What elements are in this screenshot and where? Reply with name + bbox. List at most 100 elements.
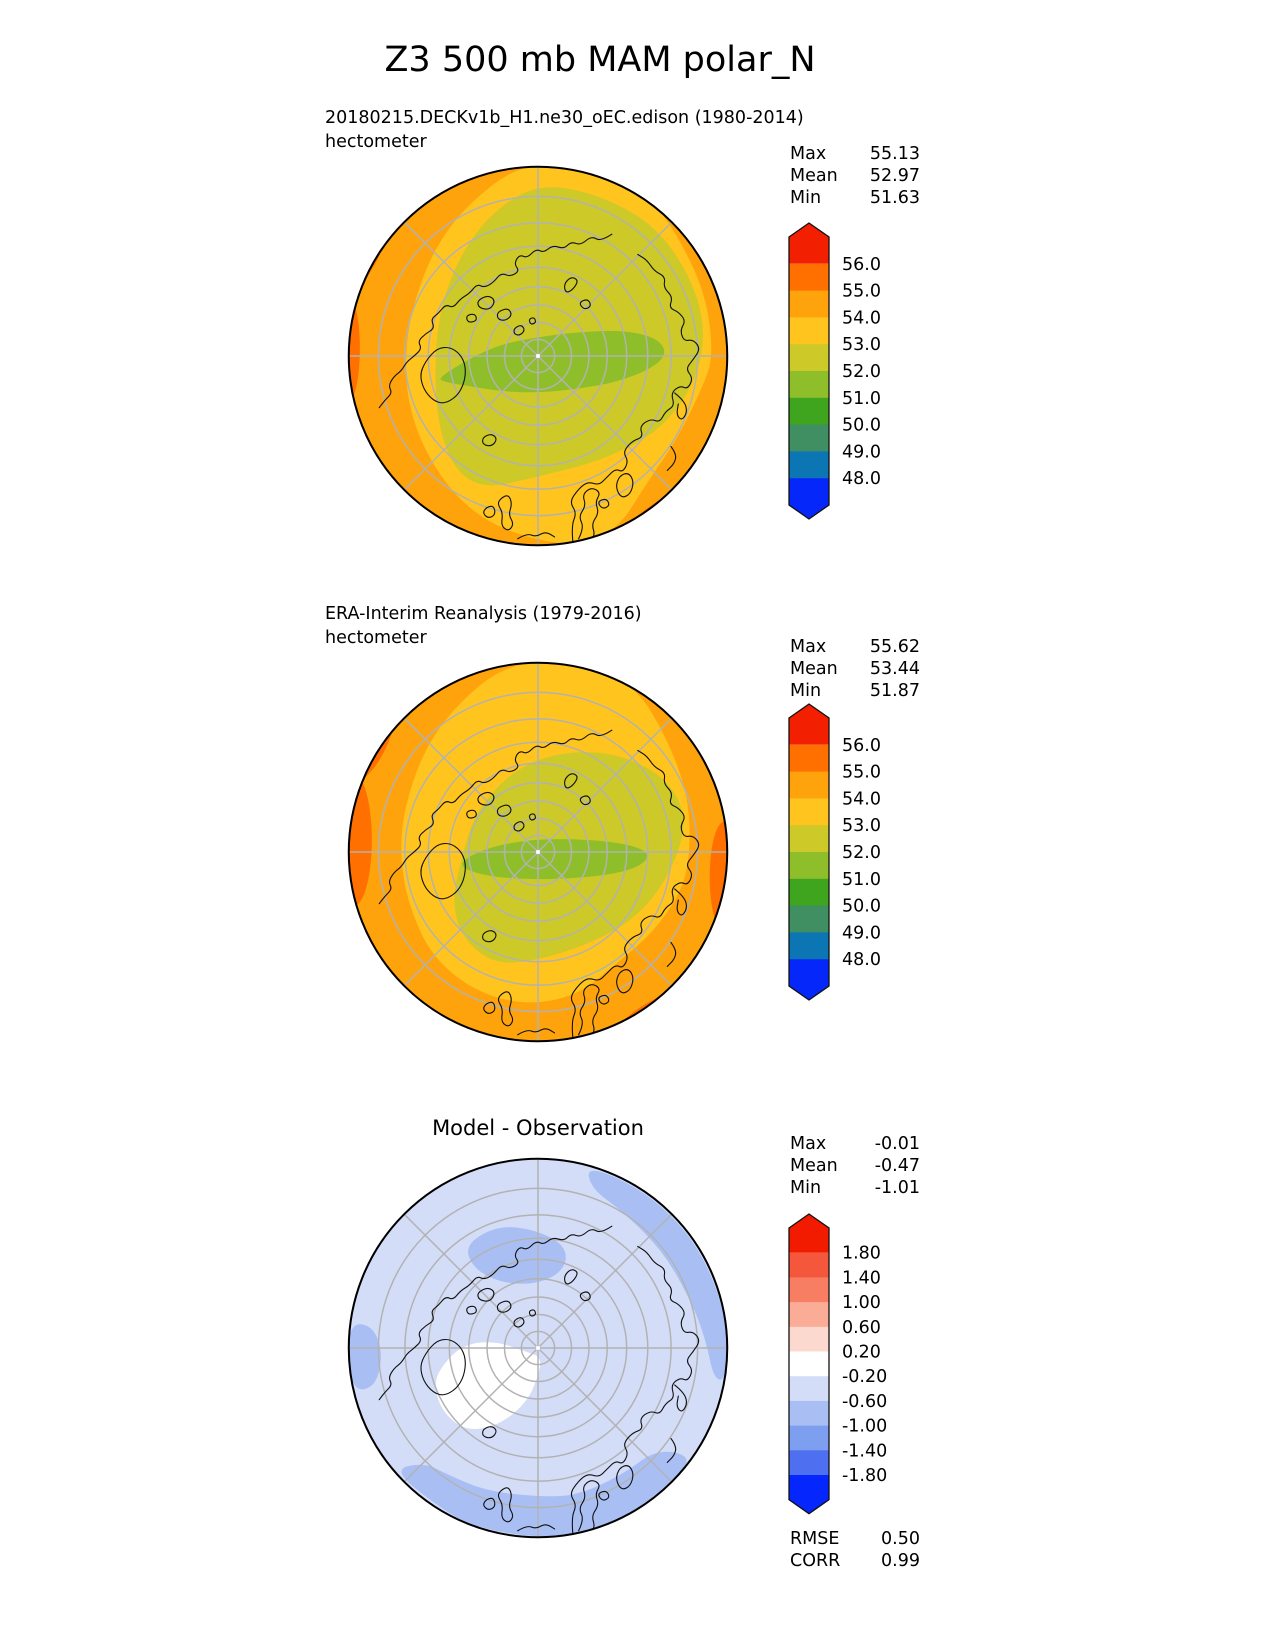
colorbar-tick-label: 51.0: [842, 389, 881, 409]
map-boundary: [347, 1157, 729, 1539]
diff-blue-band-south: [401, 1451, 687, 1537]
colorbar-tick-label: 50.0: [842, 897, 881, 917]
stat-row-max: Max 55.62: [790, 637, 920, 659]
colorbar-tick-label: 54.0: [842, 789, 881, 809]
colorbar-tick-label: 55.0: [842, 282, 881, 302]
stat-row-max: Max 55.13: [790, 144, 920, 166]
colorbar-tick-label: 0.20: [842, 1342, 881, 1362]
colorbar-model: 56.0 55.0 54.0 53.0 52.0 51.0 50.0 49.0 48.0: [788, 222, 881, 520]
stat-value: -0.01: [874, 1134, 920, 1154]
contour-deep-orange-east: [709, 821, 728, 933]
diff-title: Model - Observation: [432, 1116, 644, 1140]
colorbar-tick-label: 55.0: [842, 763, 881, 783]
colorbar-outline: [788, 222, 830, 520]
stat-value: 51.63: [869, 187, 920, 208]
colorbar-bottom-arrow: [789, 478, 829, 519]
stat-label: Mean: [790, 658, 838, 679]
stat-label: CORR: [790, 1550, 841, 1571]
colorbar-tick-label: 50.0: [842, 416, 881, 436]
colorbar-segment: [789, 317, 829, 345]
units-label: hectometer: [325, 628, 427, 648]
contour-deep-orange-west: [348, 773, 372, 907]
stat-label: Min: [790, 1177, 822, 1198]
obs-title: ERA-Interim Reanalysis (1979-2016): [325, 604, 642, 624]
stat-row-max: Max -0.01: [790, 1134, 920, 1156]
stat-row-mean: Mean 53.44: [790, 659, 920, 681]
colorbar-tick-label: 0.60: [842, 1318, 881, 1338]
stat-label: Max: [790, 1134, 827, 1154]
colorbar-tick-label: 1.40: [842, 1268, 881, 1288]
colorbar-top-arrow: [789, 704, 829, 745]
stat-value: 0.50: [881, 1529, 920, 1549]
stat-row-rmse: RMSE 0.50: [790, 1529, 920, 1551]
colorbar-segment: [789, 744, 829, 772]
stat-value: 55.62: [869, 637, 920, 657]
colorbar-segment: [789, 771, 829, 799]
stat-value: -0.47: [874, 1155, 920, 1176]
colorbar-segment: [789, 1450, 830, 1476]
units-label: hectometer: [325, 132, 427, 152]
colorbar-obs: 56.0 55.0 54.0 53.0 52.0 51.0 50.0 49.0 48.0: [788, 703, 881, 1001]
pole-marker: [536, 1346, 540, 1350]
diff-blue-patch-west: [348, 1324, 381, 1390]
colorbar-tick-label: 48.0: [842, 469, 881, 489]
colorbar-segment: [789, 1302, 830, 1328]
polar-map-model: [347, 165, 729, 547]
colorbar-top-arrow: [789, 1214, 830, 1253]
colorbar-segment: [789, 451, 829, 479]
map-boundary: [347, 661, 729, 1043]
colorbar-segment: [789, 344, 829, 372]
stat-row-mean: Mean -0.47: [790, 1156, 920, 1178]
colorbar-tick-label: -1.40: [842, 1441, 887, 1461]
stat-value: 55.13: [869, 144, 920, 164]
colorbar-segment: [789, 825, 829, 853]
colorbar-tick-label: -0.60: [842, 1392, 887, 1412]
colorbar-outline: [788, 1213, 830, 1515]
polar-map-diff: [347, 1157, 729, 1539]
stat-label: RMSE: [790, 1529, 840, 1549]
stat-label: Min: [790, 187, 822, 208]
colorbar-tick-label: 51.0: [842, 870, 881, 890]
colorbar-tick-label: 53.0: [842, 335, 881, 355]
contour-green: [440, 330, 665, 393]
colorbar-segment: [789, 852, 829, 880]
colorbar-tick-label: 1.80: [842, 1244, 881, 1264]
colorbar-segment: [789, 1376, 830, 1402]
colorbar-segment: [789, 397, 829, 425]
stat-row-mean: Mean 52.97: [790, 166, 920, 188]
colorbar-segment: [789, 263, 829, 291]
colorbar-segment: [789, 1351, 830, 1377]
colorbar-tick-label: -1.00: [842, 1417, 887, 1437]
colorbar-tick-label: 52.0: [842, 362, 881, 382]
stat-label: Mean: [790, 165, 838, 186]
pole-marker: [536, 354, 540, 358]
panel1-subtitle: 20180215.DECKv1b_H1.ne30_oEC.edison (198…: [325, 106, 804, 154]
stat-row-min: Min -1.01: [790, 1178, 920, 1200]
diff-blue-patch-top: [468, 1227, 566, 1284]
colorbar-tick-label: 53.0: [842, 816, 881, 836]
colorbar-bottom-arrow: [789, 1474, 830, 1514]
colorbar-segment: [789, 424, 829, 452]
stat-label: Max: [790, 637, 827, 657]
contour-deep-orange-west: [348, 295, 360, 403]
map-boundary: [347, 165, 729, 547]
colorbar-segment: [789, 1400, 830, 1426]
model-run-title: 20180215.DECKv1b_H1.ne30_oEC.edison (198…: [325, 108, 804, 128]
colorbar-top-arrow: [789, 223, 829, 264]
colorbar-tick-label: 52.0: [842, 843, 881, 863]
colorbar-segment: [789, 798, 829, 826]
stat-value: 51.87: [869, 680, 920, 701]
panel1-stats: Max 55.13 Mean 52.97 Min 51.63: [790, 144, 920, 209]
stat-value: 0.99: [881, 1550, 920, 1571]
stat-row-min: Min 51.87: [790, 681, 920, 703]
stat-label: Min: [790, 680, 822, 701]
colorbar-segment: [789, 371, 829, 399]
colorbar-segment: [789, 290, 829, 318]
panel3-stats: Max -0.01 Mean -0.47 Min -1.01: [790, 1134, 920, 1199]
stat-value: 53.44: [869, 658, 920, 679]
colorbar-bottom-arrow: [789, 959, 829, 1000]
colorbar-segment: [789, 878, 829, 906]
colorbar-tick-label: -0.20: [842, 1367, 887, 1387]
colorbar-outline: [788, 703, 830, 1001]
colorbar-segment: [789, 905, 829, 933]
